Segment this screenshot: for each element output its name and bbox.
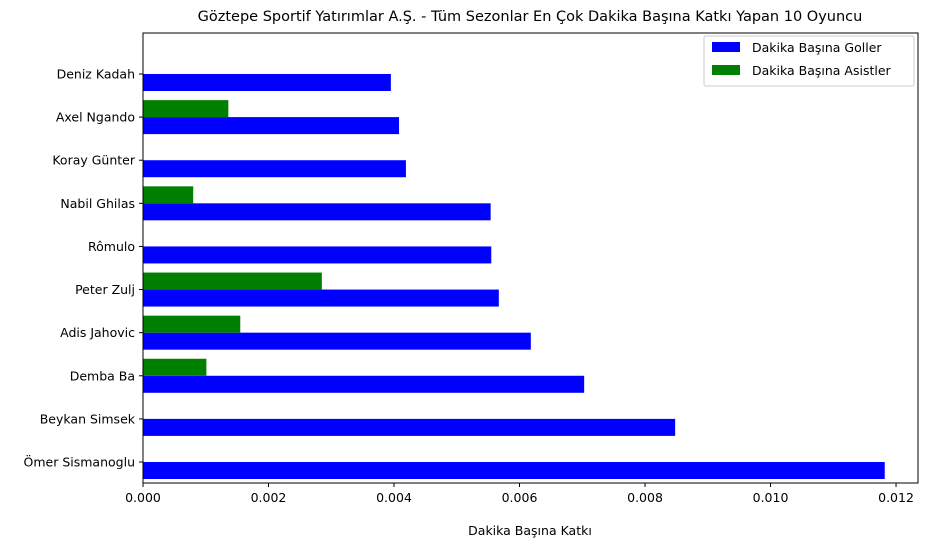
y-tick-label-6: Nabil Ghilas: [60, 196, 135, 211]
legend-box: [703, 35, 915, 87]
legend-swatch-goals: [712, 42, 740, 52]
bar-assists-6: [143, 186, 194, 204]
bar-goals-0: [143, 462, 885, 479]
legend-swatch-assists: [712, 65, 740, 75]
x-axis-label: Dakika Başına Katkı: [468, 523, 592, 538]
bar-goals-3: [143, 332, 531, 350]
bar-goals-7: [143, 160, 406, 178]
x-tick-label-2: 0.004: [376, 490, 412, 505]
y-tick-label-4: Peter Zulj: [75, 282, 135, 297]
bars: [143, 74, 885, 479]
bar-assists-4: [143, 272, 322, 290]
bar-goals-9: [143, 74, 391, 91]
x-tick-label-1: 0.002: [251, 490, 287, 505]
y-tick-label-9: Deniz Kadah: [57, 67, 135, 82]
x-tick-label-4: 0.008: [627, 490, 663, 505]
legend-label-goals: Dakika Başına Goller: [752, 40, 882, 55]
bar-assists-3: [143, 315, 241, 333]
bar-goals-1: [143, 418, 676, 436]
legend-label-assists: Dakika Başına Asistler: [752, 63, 892, 78]
y-axis: Ömer Sismanoglu Beykan Simsek Demba Ba Adis…: [24, 67, 143, 470]
x-tick-label-3: 0.006: [502, 490, 538, 505]
bar-assists-8: [143, 100, 229, 118]
bar-goals-6: [143, 203, 491, 221]
x-tick-label-0: 0.000: [125, 490, 161, 505]
bar-goals-8: [143, 117, 400, 135]
y-tick-label-8: Axel Ngando: [56, 110, 135, 125]
legend: Dakika Başına Goller Dakika Başına Asist…: [703, 35, 915, 87]
chart-title: Göztepe Sportif Yatırımlar A.Ş. - Tüm Se…: [198, 9, 863, 25]
y-tick-label-3: Adis Jahovic: [60, 325, 135, 340]
y-tick-label-0: Ömer Sismanoglu: [24, 454, 135, 470]
x-tick-label-5: 0.010: [753, 490, 789, 505]
bar-assists-2: [143, 358, 207, 376]
bar-goals-2: [143, 375, 585, 393]
x-tick-label-6: 0.012: [878, 490, 914, 505]
bar-goals-5: [143, 246, 492, 264]
y-tick-label-2: Demba Ba: [70, 368, 135, 383]
y-tick-label-1: Beykan Simsek: [40, 411, 136, 426]
y-tick-label-5: Rômulo: [88, 239, 135, 254]
plot-frame: [142, 32, 919, 484]
x-axis: 0.000 0.002 0.004 0.006 0.008 0.010 0.012: [125, 483, 914, 505]
y-tick-label-7: Koray Günter: [52, 153, 136, 168]
bar-goals-4: [143, 289, 499, 307]
